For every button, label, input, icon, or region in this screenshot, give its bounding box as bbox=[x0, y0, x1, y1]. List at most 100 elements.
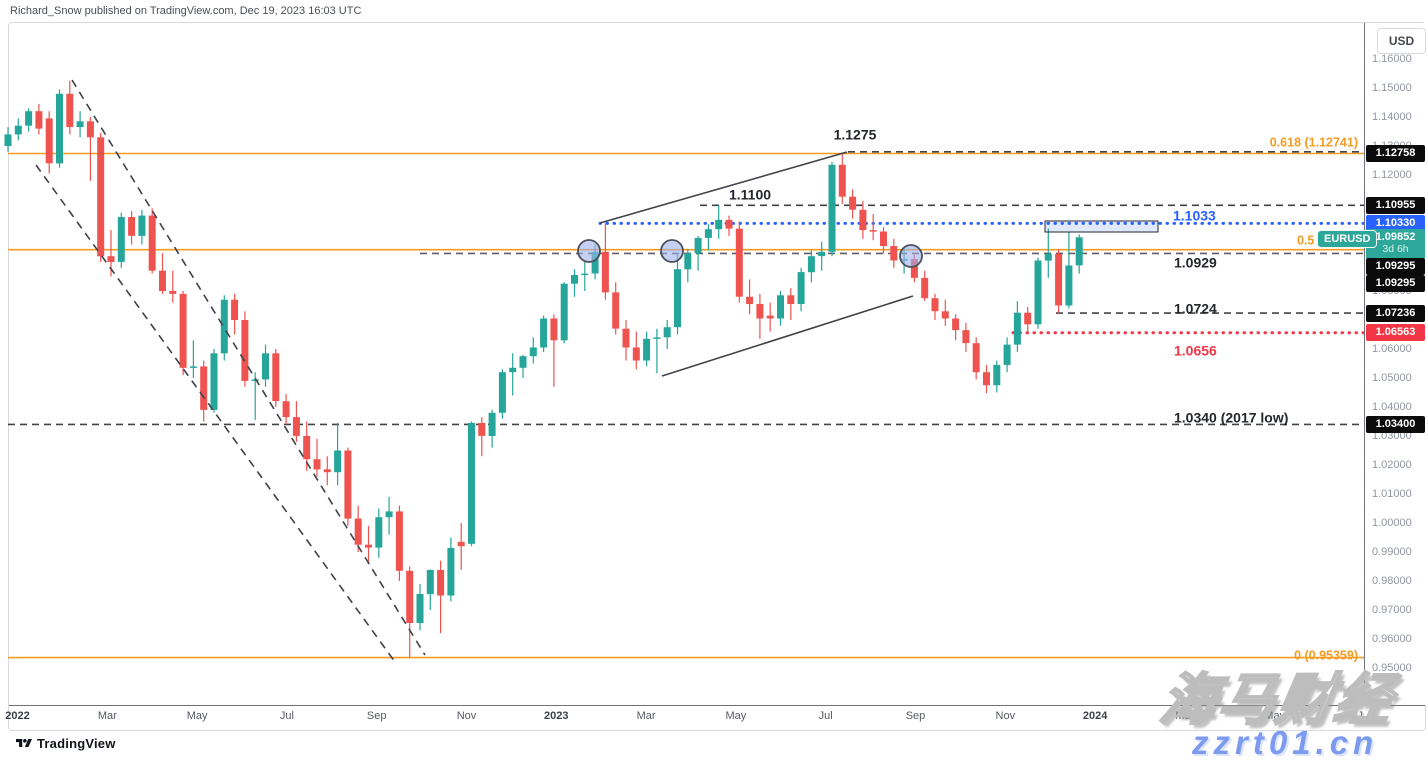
candle-body bbox=[354, 518, 362, 545]
down-channel-upper bbox=[71, 79, 426, 656]
candle-body bbox=[272, 353, 280, 402]
candle-body bbox=[601, 251, 609, 293]
candle-body bbox=[25, 111, 33, 126]
candle-body bbox=[1034, 260, 1042, 325]
rising-channel-upper bbox=[599, 151, 848, 224]
time-axis-separator bbox=[9, 705, 1425, 706]
price-tick-1.14000: 1.14000 bbox=[1372, 110, 1412, 123]
candle-body bbox=[262, 353, 269, 380]
price-tick-1.06000: 1.06000 bbox=[1372, 342, 1412, 355]
candle-body bbox=[97, 137, 105, 257]
candle-body bbox=[674, 269, 681, 328]
candle-body bbox=[931, 298, 939, 312]
candle-body bbox=[169, 291, 177, 294]
candle-body bbox=[395, 511, 403, 571]
down-channel-lower bbox=[35, 164, 396, 663]
price-label-1.06563: 1.06563 bbox=[1366, 324, 1425, 342]
candle-body bbox=[457, 541, 465, 547]
candle-body bbox=[704, 229, 712, 238]
candle-body bbox=[807, 256, 815, 273]
candle-body bbox=[251, 379, 259, 381]
candle-body bbox=[519, 356, 527, 368]
price-label-value: 1.09852 bbox=[1375, 231, 1416, 244]
time-axis[interactable]: 2022 Mar May Jul Sep Nov 2023 Mar May Jul Sep Nov 20… bbox=[0, 706, 1364, 728]
candle-body bbox=[1075, 237, 1083, 266]
publish-title: Richard_Snow published on TradingView.co… bbox=[10, 5, 362, 17]
time-tick-2023-6: 2023 bbox=[544, 710, 569, 722]
candle-body bbox=[1013, 312, 1021, 345]
candle-body bbox=[921, 277, 929, 299]
time-tick-Jul-15: Jul bbox=[1357, 710, 1364, 722]
candle-body bbox=[179, 293, 187, 368]
candle-body bbox=[344, 450, 352, 519]
price-label-value: 1.07236 bbox=[1375, 306, 1416, 319]
candle-body bbox=[797, 272, 805, 304]
candle-body bbox=[385, 511, 393, 518]
candle-body bbox=[35, 111, 43, 129]
candle-body bbox=[416, 594, 424, 623]
price-label-value: 1.10955 bbox=[1375, 198, 1416, 211]
candle-body bbox=[849, 196, 857, 210]
tradingview-logo-text: TradingView bbox=[37, 736, 116, 751]
price-tick-1.04000: 1.04000 bbox=[1372, 400, 1412, 413]
price-label-1.10955: 1.10955 bbox=[1366, 196, 1425, 214]
time-tick-Sep-10: Sep bbox=[905, 710, 926, 722]
price-tick-1.00000: 1.00000 bbox=[1372, 516, 1412, 529]
candle-body bbox=[550, 318, 558, 341]
price-label-1.07236: 1.07236 bbox=[1366, 304, 1425, 322]
time-tick-Mar-1: Mar bbox=[97, 710, 117, 722]
price-tick-1.02000: 1.02000 bbox=[1372, 458, 1412, 471]
candle-body bbox=[375, 517, 383, 548]
candle-body bbox=[529, 347, 537, 357]
candle-body bbox=[76, 121, 84, 128]
candle-body bbox=[983, 372, 990, 386]
candle-body bbox=[766, 315, 774, 319]
tradingview-logo-link[interactable]: TradingView bbox=[16, 736, 116, 751]
candle-body bbox=[406, 570, 414, 623]
annotation-1.0724: 1.0724 bbox=[1174, 301, 1217, 317]
price-tick-1.05000: 1.05000 bbox=[1372, 371, 1412, 384]
price-label-value: 1.06563 bbox=[1375, 326, 1416, 339]
candle-body bbox=[643, 338, 651, 361]
time-tick-May-2: May bbox=[186, 710, 208, 722]
candle-body bbox=[200, 366, 208, 410]
candle-body bbox=[828, 164, 836, 252]
currency-toggle-button[interactable]: USD bbox=[1377, 28, 1426, 54]
candle-body bbox=[220, 299, 228, 354]
candle-body bbox=[869, 230, 877, 232]
candle-body bbox=[1055, 253, 1063, 306]
candle-body bbox=[715, 219, 723, 230]
candle-body bbox=[694, 237, 702, 254]
circle-marker bbox=[660, 239, 684, 263]
candle-body bbox=[365, 544, 372, 548]
price-tick-1.03000: 1.03000 bbox=[1372, 429, 1412, 442]
candle-body bbox=[540, 318, 548, 348]
price-label-1.10330: 1.10330 bbox=[1366, 214, 1425, 232]
candle-body bbox=[972, 343, 980, 373]
candle-body bbox=[14, 125, 22, 135]
price-label-value: 1.09295 bbox=[1375, 276, 1416, 289]
candle-body bbox=[632, 347, 640, 361]
candle-body bbox=[612, 292, 620, 329]
price-tick-0.99000: 0.99000 bbox=[1372, 545, 1412, 558]
candle-body bbox=[4, 134, 12, 146]
price-label-1.12758: 1.12758 bbox=[1366, 144, 1425, 162]
candle-body bbox=[426, 570, 434, 595]
time-tick-Mar-13: Mar bbox=[1175, 710, 1195, 722]
price-label-1.03400: 1.03400 bbox=[1366, 415, 1425, 433]
price-tick-1.16000: 1.16000 bbox=[1372, 52, 1412, 65]
symbol-badge[interactable]: EURUSD bbox=[1317, 230, 1378, 248]
price-tick-1.01000: 1.01000 bbox=[1372, 487, 1412, 500]
candle-body bbox=[962, 330, 970, 344]
candle-body bbox=[303, 436, 311, 460]
annotation-1.1033: 1.1033 bbox=[1173, 208, 1216, 224]
annotation-0.618-1.12741-: 0.618 (1.12741) bbox=[1270, 135, 1358, 149]
candle-body bbox=[653, 337, 661, 339]
time-tick-Nov-11: Nov bbox=[995, 710, 1016, 722]
time-tick-Sep-4: Sep bbox=[366, 710, 387, 722]
price-axis[interactable]: 1.160001.150001.140001.130001.120001.080… bbox=[1365, 23, 1427, 705]
candle-body bbox=[498, 372, 506, 413]
candle-body bbox=[1044, 253, 1052, 261]
price-label-value: 1.10330 bbox=[1375, 216, 1416, 229]
